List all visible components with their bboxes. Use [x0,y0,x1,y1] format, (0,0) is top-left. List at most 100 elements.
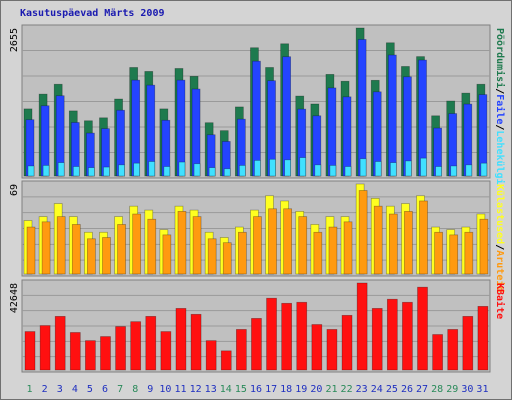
bar [27,165,35,177]
bar [176,79,186,177]
bar [145,315,157,371]
bar [57,162,65,177]
x-tick-label: 19 [295,384,307,395]
bar [103,166,110,177]
x-tick-label: 14 [220,384,232,395]
bar [435,166,442,177]
legend-entry: Pöördumisi [494,28,506,88]
x-tick-label: 30 [461,384,473,395]
bar [358,190,368,275]
bar [462,315,474,371]
legend-entry: Külastused [494,184,505,244]
bar [175,308,187,371]
bar [296,301,308,371]
bar [147,218,157,275]
bar [341,314,353,371]
bar [238,231,247,275]
x-tick-label: 15 [235,384,247,395]
bar [39,325,51,371]
bar [387,54,397,177]
legend: Külastused/Aruteid [494,184,506,292]
legend-separator: / [494,88,505,94]
bar [254,160,261,177]
bar [311,324,323,371]
bar [465,164,473,177]
bar [374,161,382,177]
bar [41,221,51,275]
bar [327,87,337,177]
bar [131,79,141,177]
bar [26,226,36,275]
bar [100,336,111,371]
bar [420,157,427,177]
bar [329,165,337,177]
bar [405,160,412,177]
x-tick-label: 26 [401,384,413,395]
bar [314,164,322,177]
bar [191,88,201,177]
bar [178,161,186,177]
bar [356,282,368,371]
bar [404,211,413,275]
x-tick-label: 7 [117,384,123,395]
bar [85,340,96,371]
x-tick-label: 5 [87,384,93,395]
bar [268,208,277,275]
legend-entry: KBaite [494,283,506,319]
bar [54,315,66,371]
x-tick-label: 13 [205,384,217,395]
bar [87,238,96,275]
bar [402,301,413,371]
bar [298,216,308,275]
bar [118,164,125,177]
legend-entry: Aruteid [494,250,506,292]
x-tick-label: 2 [42,384,48,395]
x-tick-label: 8 [132,384,138,395]
bar [177,211,187,275]
bar [207,238,217,275]
bar [88,167,95,177]
bar [236,329,247,371]
x-tick-label: 23 [356,384,368,395]
chart-title: Kasutuspäevad Märts 2009 [20,8,165,19]
bar [190,313,202,371]
bar [281,302,292,371]
bar [192,216,202,275]
y-tick-label: 42648 [9,283,20,313]
bar [162,234,172,275]
legend: Pöördumisi/Faile/Lehekülgi [494,28,506,185]
bar [205,340,217,371]
x-tick-label: 21 [325,384,337,395]
bar [239,165,246,177]
bar [163,166,171,177]
bar [220,350,232,371]
bar [132,213,142,275]
x-tick-label: 1 [27,384,33,395]
bar [419,200,428,275]
x-tick-label: 27 [416,384,428,395]
x-tick-label: 28 [431,384,443,395]
x-tick-label: 31 [476,384,488,395]
bar [313,231,323,275]
x-tick-label: 12 [190,384,202,395]
bar [344,166,352,177]
bar [117,224,126,275]
x-tick-label: 29 [446,384,458,395]
bar [283,208,292,275]
bar [299,157,307,177]
bar [343,221,353,275]
bar [373,205,383,275]
x-tick-label: 18 [280,384,292,395]
x-tick-label: 22 [341,384,353,395]
x-tick-label: 20 [310,384,322,395]
x-tick-label: 4 [72,384,78,395]
x-tick-label: 11 [174,384,186,395]
bar [388,213,398,275]
bar [148,161,156,177]
bar [251,318,262,371]
bar [133,162,141,177]
bar [449,234,459,275]
bar [130,321,142,371]
bar [282,56,291,177]
bar [42,165,50,177]
